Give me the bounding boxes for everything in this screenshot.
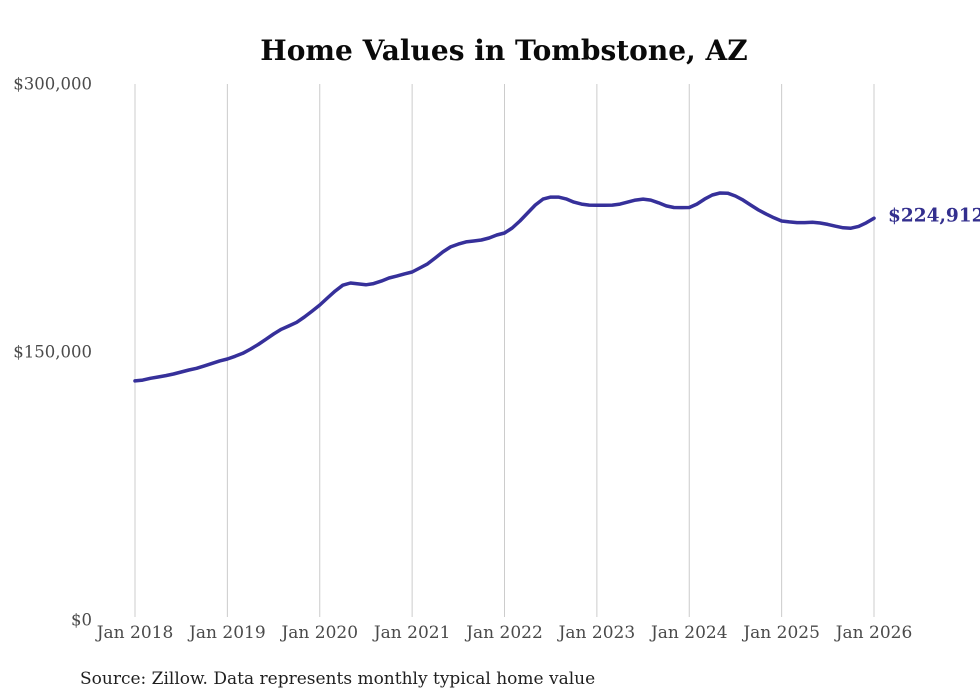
x-tick-label: Jan 2023 (557, 623, 636, 643)
source-note: Source: Zillow. Data represents monthly … (80, 669, 595, 689)
x-tick-label: Jan 2018 (95, 623, 174, 643)
y-tick-label: $150,000 (13, 343, 92, 362)
y-tick-label: $300,000 (13, 75, 92, 94)
x-tick-label: Jan 2025 (741, 623, 820, 643)
home-value-line (133, 191, 876, 383)
y-tick-label: $0 (71, 611, 92, 630)
x-tick-label: Jan 2021 (372, 623, 451, 643)
y-axis-labels: $0 $150,000 $300,000 (13, 75, 92, 630)
year-gridlines (134, 84, 875, 617)
x-axis-labels: Jan 2018 Jan 2019 Jan 2020 Jan 2021 Jan 2022… (95, 623, 913, 643)
chart-title: Home Values in Tombstone, AZ (260, 34, 747, 67)
x-tick-label: Jan 2022 (464, 623, 543, 643)
x-tick-label: Jan 2020 (279, 623, 358, 643)
end-value-label: $224,912 (888, 205, 980, 226)
x-tick-label: Jan 2026 (834, 623, 913, 643)
x-tick-label: Jan 2019 (187, 623, 266, 643)
x-tick-label: Jan 2024 (649, 623, 728, 643)
